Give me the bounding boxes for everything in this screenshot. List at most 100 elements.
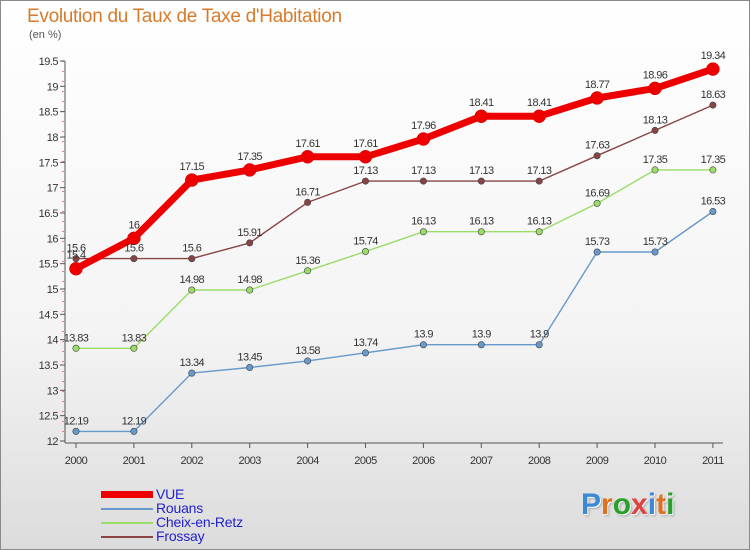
- data-point-cheix-en-retz: [477, 228, 485, 236]
- data-point-frossay: [130, 255, 138, 263]
- data-label-frossay: 17.63: [585, 140, 610, 152]
- data-point-frossay: [246, 239, 254, 247]
- logo-letter: t: [656, 488, 667, 521]
- x-tick-label: 2010: [644, 455, 667, 467]
- chart-title: Evolution du Taux de Taxe d'Habitation: [27, 6, 342, 27]
- series-labels: 12.19 12.19 13.34 13.45 13.58 13.74 13.9 13.9 13…: [64, 50, 727, 427]
- data-label-rouans: 13.74: [353, 337, 378, 349]
- data-point-frossay: [593, 152, 601, 160]
- data-label-vue: 16: [128, 219, 140, 231]
- data-point-vue: [532, 109, 546, 123]
- data-label-rouans: 13.9: [530, 329, 549, 341]
- data-point-cheix-en-retz: [419, 228, 427, 236]
- chart-axes: 12 12.5 13 13.5 14 14.5 15 15.5 16 16.5 17 17.5 18 18…: [39, 56, 725, 467]
- data-label-frossay: 15.6: [182, 243, 201, 255]
- data-point-cheix-en-retz: [709, 166, 717, 174]
- data-label-vue: 17.96: [411, 120, 436, 132]
- data-label-vue: 18.41: [469, 97, 494, 109]
- x-tick-label: 2005: [354, 455, 377, 467]
- y-tick-label: 15.5: [39, 259, 59, 271]
- data-point-rouans: [304, 357, 312, 365]
- data-label-vue: 17.35: [237, 151, 262, 163]
- data-point-cheix-en-retz: [651, 166, 659, 174]
- data-label-vue: 18.96: [643, 69, 668, 81]
- data-label-rouans: 13.9: [472, 329, 491, 341]
- series-lines: [72, 65, 717, 433]
- data-label-rouans: 15.73: [643, 236, 668, 248]
- y-tick-label: 14.5: [39, 309, 59, 321]
- data-point-frossay: [72, 255, 80, 263]
- data-point-vue: [416, 132, 431, 146]
- legend-label: Rouans: [156, 500, 204, 516]
- y-axis-unit: (en %): [29, 29, 62, 41]
- series-line-frossay: [75, 104, 714, 260]
- data-label-frossay: 18.13: [643, 114, 668, 126]
- data-label-cheix-en-retz: 17.35: [701, 154, 726, 166]
- data-label-rouans: 13.58: [295, 345, 320, 357]
- data-point-vue: [127, 231, 141, 246]
- data-point-cheix-en-retz: [130, 344, 138, 352]
- data-label-frossay: 15.6: [66, 243, 85, 255]
- data-point-vue: [474, 109, 489, 123]
- data-label-frossay: 15.6: [124, 243, 143, 255]
- logo-letter: x: [631, 488, 648, 521]
- series-points: [69, 62, 720, 435]
- data-label-cheix-en-retz: 14.98: [237, 274, 262, 286]
- data-point-cheix-en-retz: [535, 228, 543, 236]
- data-label-cheix-en-retz: 16.69: [585, 187, 610, 199]
- data-label-vue: 18.41: [527, 97, 552, 109]
- x-tick-label: 2004: [296, 455, 319, 467]
- data-point-vue: [648, 81, 662, 96]
- data-label-cheix-en-retz: 13.83: [122, 332, 147, 344]
- data-label-rouans: 12.19: [64, 415, 89, 427]
- data-label-cheix-en-retz: 14.98: [180, 274, 205, 286]
- data-point-vue: [706, 62, 720, 76]
- y-tick-label: 18: [47, 132, 59, 144]
- y-tick-label: 13: [47, 385, 59, 397]
- data-point-vue: [590, 91, 604, 105]
- x-tick-label: 2008: [528, 455, 551, 467]
- data-point-frossay: [477, 177, 485, 185]
- legend-swatch: [101, 536, 153, 538]
- data-point-rouans: [72, 427, 80, 435]
- legend-swatch: [101, 522, 153, 524]
- y-tick-label: 12.5: [39, 411, 59, 423]
- data-point-vue: [358, 150, 373, 164]
- data-point-frossay: [188, 255, 196, 263]
- y-tick-label: 16: [47, 233, 59, 245]
- data-point-cheix-en-retz: [246, 286, 254, 294]
- y-tick-label: 18.5: [39, 107, 59, 119]
- legend-label: VUE: [156, 486, 185, 502]
- data-label-cheix-en-retz: 13.83: [64, 332, 89, 344]
- data-label-frossay: 17.13: [353, 165, 378, 177]
- y-tick-label: 19.5: [39, 56, 59, 68]
- data-point-vue: [69, 261, 83, 276]
- y-tick-label: 16.5: [39, 208, 59, 220]
- y-tick-label: 19: [47, 81, 59, 93]
- data-label-vue: 19.34: [701, 50, 726, 62]
- data-point-rouans: [709, 207, 717, 215]
- data-label-rouans: 16.53: [701, 195, 726, 207]
- legend-swatch: [101, 508, 153, 510]
- logo-letter: i: [666, 488, 675, 521]
- data-label-cheix-en-retz: 17.35: [643, 154, 668, 166]
- data-label-rouans: 13.9: [414, 329, 433, 341]
- data-point-rouans: [477, 341, 485, 349]
- x-tick-label: 2011: [702, 455, 724, 467]
- data-label-cheix-en-retz: 16.13: [469, 216, 494, 228]
- y-tick-label: 17.5: [39, 157, 59, 169]
- data-label-vue: 17.15: [180, 161, 205, 173]
- data-point-frossay: [535, 177, 543, 185]
- data-label-frossay: 17.13: [411, 165, 436, 177]
- data-label-vue: 15.4: [66, 250, 85, 262]
- data-point-vue: [185, 173, 199, 187]
- data-point-rouans: [130, 427, 138, 435]
- data-label-frossay: 17.13: [527, 165, 552, 177]
- series-line-cheix-en-retz: [75, 169, 714, 349]
- data-label-rouans: 12.19: [122, 415, 147, 427]
- data-label-vue: 18.77: [585, 79, 610, 91]
- x-tick-label: 2009: [586, 455, 609, 467]
- y-tick-label: 12: [47, 436, 59, 448]
